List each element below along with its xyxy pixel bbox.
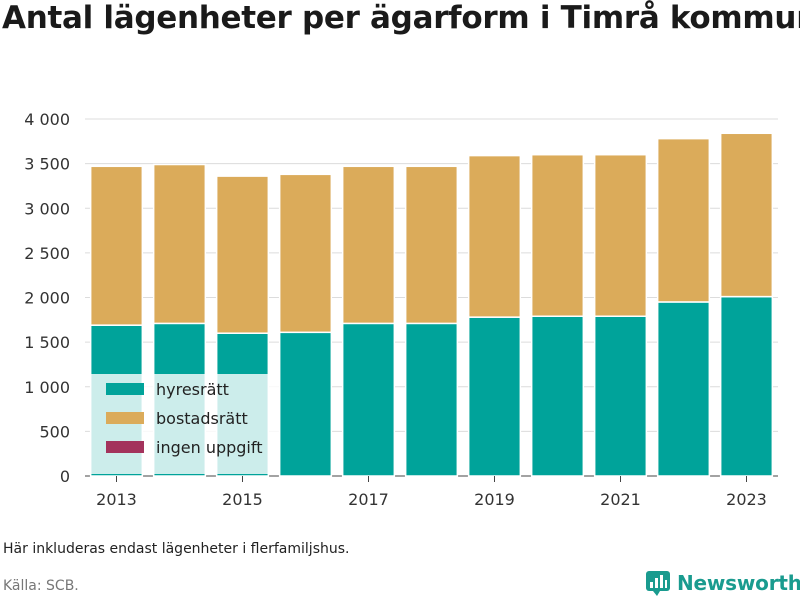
legend-label-bostadsrätt: bostadsrätt xyxy=(156,409,248,428)
y-tick-label: 2 500 xyxy=(24,244,70,263)
bar-bostadsrätt-2013 xyxy=(89,165,144,326)
x-tick-label: 2015 xyxy=(222,490,263,509)
x-tick-label: 2013 xyxy=(96,490,137,509)
bar-hyresrätt-2018 xyxy=(404,322,459,477)
y-tick-label: 3 000 xyxy=(24,199,70,218)
newsworthy-brand: Newsworthy xyxy=(645,570,800,596)
bar-hyresrätt-2023 xyxy=(719,295,774,477)
bar-hyresrätt-2020 xyxy=(530,315,585,477)
bar-bostadsrätt-2018 xyxy=(404,165,459,325)
x-tick-label: 2023 xyxy=(726,490,767,509)
y-tick-label: 0 xyxy=(60,467,70,486)
legend-swatch-bostadsrätt xyxy=(106,412,144,424)
bar-hyresrätt-2017 xyxy=(341,322,396,477)
newsworthy-logo-icon xyxy=(646,571,670,596)
bar-bostadsrätt-2014 xyxy=(152,163,207,325)
y-tick-label: 1 000 xyxy=(24,378,70,397)
legend-swatch-hyresrätt xyxy=(106,383,144,395)
bar-hyresrätt-2022 xyxy=(656,301,711,477)
y-tick-label: 4 000 xyxy=(24,110,70,129)
bar-bostadsrätt-2015 xyxy=(215,175,270,334)
bar-bostadsrätt-2017 xyxy=(341,165,396,325)
bar-bostadsrätt-2021 xyxy=(593,153,648,317)
legend-swatch-ingen-uppgift xyxy=(106,441,144,453)
legend-label-hyresrätt: hyresrätt xyxy=(156,380,229,399)
bars xyxy=(89,132,774,477)
bar-bostadsrätt-2022 xyxy=(656,137,711,303)
bar-hyresrätt-2021 xyxy=(593,315,648,477)
bar-bostadsrätt-2016 xyxy=(278,173,333,334)
x-tick-label: 2019 xyxy=(474,490,515,509)
bar-bostadsrätt-2023 xyxy=(719,132,774,298)
chart-source: Källa: SCB. xyxy=(3,578,79,594)
bar-hyresrätt-2019 xyxy=(467,316,522,477)
x-tick-label: 2017 xyxy=(348,490,389,509)
legend: hyresrätt bostadsrätt ingen uppgift xyxy=(90,374,280,474)
y-tick-label: 1 500 xyxy=(24,333,70,352)
brand-name: Newsworthy xyxy=(677,571,800,595)
bar-bostadsrätt-2020 xyxy=(530,153,585,317)
x-tick-label: 2021 xyxy=(600,490,641,509)
y-tick-label: 3 500 xyxy=(24,155,70,174)
bar-bostadsrätt-2019 xyxy=(467,154,522,318)
x-axis-ticks: 2013 2015 2017 2019 2021 2023 xyxy=(96,476,767,509)
y-tick-label: 2 000 xyxy=(24,289,70,308)
bar-hyresrätt-2016 xyxy=(278,331,333,477)
y-tick-label: 500 xyxy=(39,422,70,441)
chart-title: Antal lägenheter per ägarform i Timrå ko… xyxy=(2,0,800,36)
legend-label-ingen-uppgift: ingen uppgift xyxy=(156,438,263,457)
y-axis-ticks: 0 500 1 000 1 500 2 000 2 500 3 000 3 500 4 000 xyxy=(24,110,70,486)
chart-note: Här inkluderas endast lägenheter i flerf… xyxy=(3,541,350,557)
